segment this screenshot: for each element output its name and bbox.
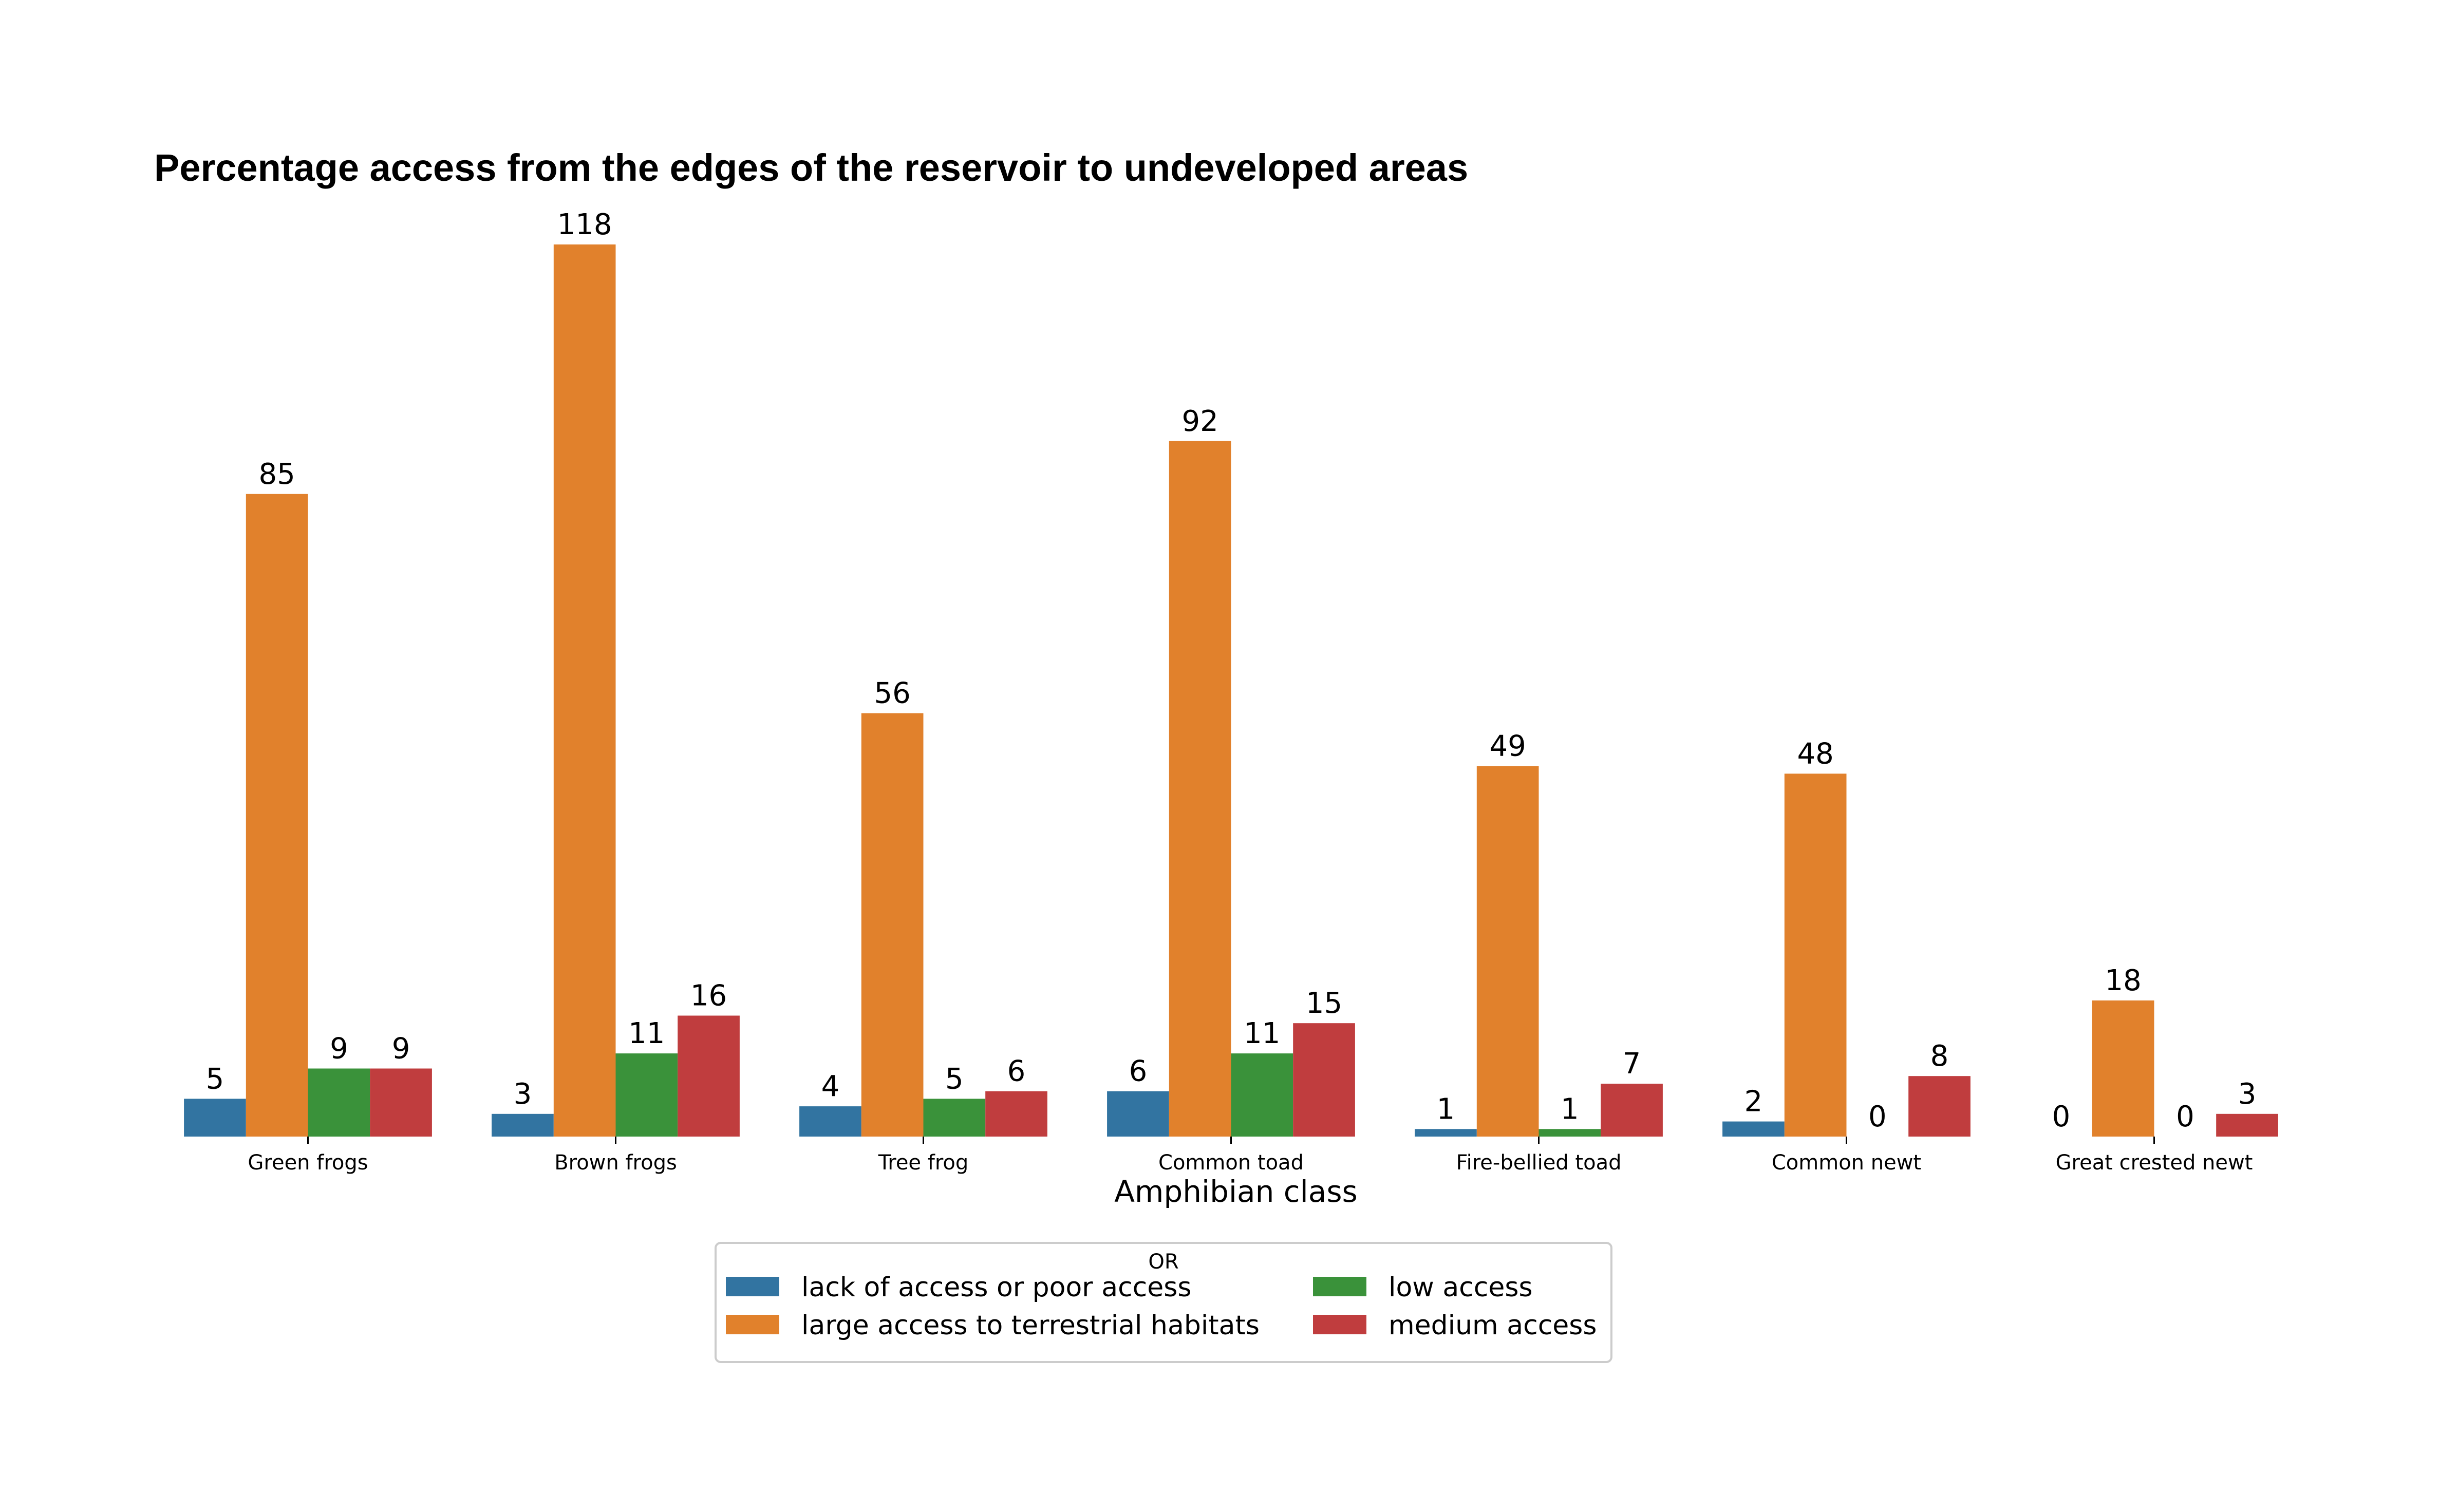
value-label-brown-frogs-large-access-to-terrestrial-habitats: 118 bbox=[557, 208, 612, 241]
value-label-green-frogs-lack-of-access-or-poor-access: 5 bbox=[206, 1062, 224, 1095]
value-label-fire-bellied-toad-lack-of-access-or-poor-access: 1 bbox=[1437, 1092, 1455, 1126]
value-label-great-crested-newt-low-access: 0 bbox=[2176, 1100, 2194, 1133]
value-label-green-frogs-large-access-to-terrestrial-habitats: 85 bbox=[258, 458, 295, 491]
bar-fire-bellied-toad-large-access-to-terrestrial-habitats bbox=[1476, 766, 1539, 1137]
value-label-green-frogs-low-access: 9 bbox=[330, 1032, 348, 1066]
value-label-common-toad-large-access-to-terrestrial-habitats: 92 bbox=[1181, 405, 1218, 438]
value-label-tree-frog-low-access: 5 bbox=[945, 1062, 964, 1095]
bar-great-crested-newt-large-access-to-terrestrial-habitats bbox=[2092, 1000, 2154, 1137]
legend-label: large access to terrestrial habitats bbox=[801, 1310, 1260, 1341]
value-label-common-newt-medium-access: 8 bbox=[1930, 1040, 1949, 1073]
legend-label: low access bbox=[1389, 1272, 1533, 1303]
x-tick-label: Great crested newt bbox=[2056, 1151, 2253, 1175]
bar-common-toad-medium-access bbox=[1293, 1023, 1355, 1137]
x-ticks-layer: Green frogs Brown frogs Tree frog Common to… bbox=[248, 1137, 2253, 1175]
bar-common-toad-large-access-to-terrestrial-habitats bbox=[1169, 441, 1231, 1137]
bar-fire-bellied-toad-low-access bbox=[1538, 1129, 1601, 1137]
value-label-great-crested-newt-lack-of-access-or-poor-access: 0 bbox=[2052, 1100, 2071, 1133]
bar-tree-frog-medium-access bbox=[985, 1091, 1047, 1137]
bar-green-frogs-large-access-to-terrestrial-habitats bbox=[246, 494, 308, 1137]
value-label-common-toad-medium-access: 15 bbox=[1306, 987, 1342, 1020]
legend-frame bbox=[715, 1242, 1612, 1363]
legend-swatch bbox=[1313, 1315, 1366, 1334]
legend-label: medium access bbox=[1389, 1310, 1597, 1341]
legend-item-low-access: low access bbox=[1313, 1272, 1533, 1303]
x-tick-label: Fire-bellied toad bbox=[1456, 1151, 1622, 1175]
value-label-great-crested-newt-large-access-to-terrestrial-habitats: 18 bbox=[2105, 964, 2141, 997]
bar-common-newt-large-access-to-terrestrial-habitats bbox=[1784, 773, 1847, 1137]
bar-brown-frogs-medium-access bbox=[678, 1015, 740, 1137]
x-axis-label: Amphibian class bbox=[1114, 1174, 1358, 1209]
x-tick-label: Common toad bbox=[1158, 1151, 1304, 1175]
value-label-brown-frogs-low-access: 11 bbox=[628, 1017, 665, 1050]
chart-title: Percentage access from the edges of the … bbox=[154, 146, 1468, 189]
legend-items: lack of access or poor access large acces… bbox=[726, 1272, 1597, 1341]
value-label-common-toad-low-access: 11 bbox=[1244, 1017, 1280, 1050]
bar-tree-frog-lack-of-access-or-poor-access bbox=[799, 1106, 861, 1137]
x-tick-label: Green frogs bbox=[248, 1151, 368, 1175]
bar-great-crested-newt-medium-access bbox=[2216, 1113, 2278, 1137]
value-label-great-crested-newt-medium-access: 3 bbox=[2238, 1078, 2257, 1111]
legend-swatch bbox=[1313, 1277, 1366, 1296]
value-label-fire-bellied-toad-large-access-to-terrestrial-habitats: 49 bbox=[1489, 730, 1526, 763]
legend: OR lack of access or poor access large ac… bbox=[715, 1242, 1612, 1363]
bar-fire-bellied-toad-lack-of-access-or-poor-access bbox=[1415, 1129, 1477, 1137]
value-label-common-newt-large-access-to-terrestrial-habitats: 48 bbox=[1797, 737, 1833, 770]
legend-item-medium-access: medium access bbox=[1313, 1310, 1597, 1341]
value-label-tree-frog-lack-of-access-or-poor-access: 4 bbox=[821, 1070, 840, 1103]
bar-green-frogs-lack-of-access-or-poor-access bbox=[184, 1099, 246, 1137]
bar-common-newt-lack-of-access-or-poor-access bbox=[1722, 1121, 1785, 1137]
bar-green-frogs-medium-access bbox=[370, 1068, 432, 1137]
bar-common-toad-low-access bbox=[1231, 1053, 1293, 1137]
value-label-common-newt-low-access: 0 bbox=[1868, 1100, 1887, 1133]
bar-brown-frogs-lack-of-access-or-poor-access bbox=[492, 1113, 554, 1137]
bar-green-frogs-low-access bbox=[308, 1068, 370, 1137]
value-label-brown-frogs-medium-access: 16 bbox=[690, 979, 727, 1013]
legend-item-large-access-to-terrestrial-habitats: large access to terrestrial habitats bbox=[726, 1310, 1260, 1341]
legend-swatch bbox=[726, 1315, 779, 1334]
value-label-tree-frog-medium-access: 6 bbox=[1007, 1055, 1026, 1088]
bar-tree-frog-low-access bbox=[923, 1099, 986, 1137]
x-tick-label: Common newt bbox=[1772, 1151, 1921, 1175]
x-tick-label: Tree frog bbox=[878, 1151, 969, 1175]
legend-item-lack-of-access-or-poor-access: lack of access or poor access bbox=[726, 1272, 1191, 1303]
value-label-common-newt-lack-of-access-or-poor-access: 2 bbox=[1744, 1085, 1763, 1119]
legend-label: lack of access or poor access bbox=[801, 1272, 1191, 1303]
bar-common-newt-medium-access bbox=[1908, 1076, 1971, 1137]
value-label-brown-frogs-lack-of-access-or-poor-access: 3 bbox=[514, 1078, 532, 1111]
bar-brown-frogs-low-access bbox=[615, 1053, 678, 1137]
x-tick-label: Brown frogs bbox=[554, 1151, 677, 1175]
value-label-fire-bellied-toad-medium-access: 7 bbox=[1623, 1047, 1641, 1081]
value-label-common-toad-lack-of-access-or-poor-access: 6 bbox=[1129, 1055, 1148, 1088]
bar-brown-frogs-large-access-to-terrestrial-habitats bbox=[553, 244, 616, 1137]
legend-title: OR bbox=[1148, 1250, 1178, 1274]
bars-layer bbox=[184, 244, 2278, 1137]
value-label-tree-frog-large-access-to-terrestrial-habitats: 56 bbox=[874, 677, 910, 710]
bar-common-toad-lack-of-access-or-poor-access bbox=[1107, 1091, 1169, 1137]
value-label-green-frogs-medium-access: 9 bbox=[392, 1032, 410, 1066]
value-label-fire-bellied-toad-low-access: 1 bbox=[1561, 1092, 1579, 1126]
bar-tree-frog-large-access-to-terrestrial-habitats bbox=[861, 713, 924, 1137]
legend-swatch bbox=[726, 1277, 779, 1296]
bar-fire-bellied-toad-medium-access bbox=[1601, 1084, 1663, 1137]
